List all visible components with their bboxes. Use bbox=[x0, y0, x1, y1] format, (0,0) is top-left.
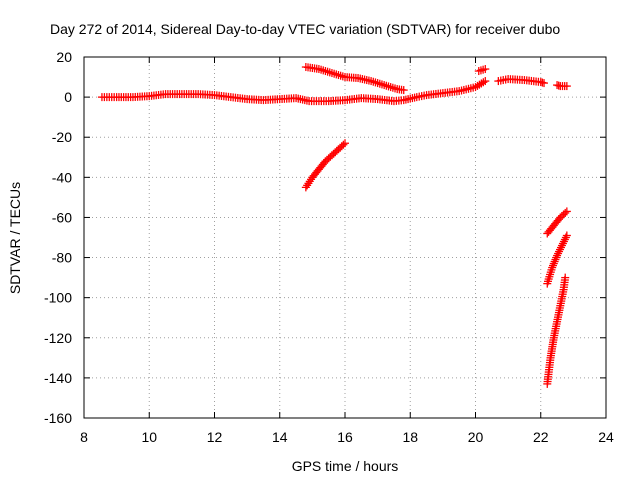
y-tick-label: -160 bbox=[44, 410, 72, 426]
y-tick-label: -60 bbox=[52, 209, 72, 225]
data-point bbox=[559, 237, 568, 246]
data-point bbox=[305, 177, 314, 186]
x-tick-label: 12 bbox=[207, 429, 223, 445]
data-point bbox=[562, 207, 571, 216]
x-tick-label: 20 bbox=[468, 429, 484, 445]
data-point bbox=[549, 259, 558, 268]
x-tick-label: 16 bbox=[337, 429, 353, 445]
x-tick-label: 8 bbox=[80, 429, 88, 445]
data-point bbox=[555, 247, 564, 256]
data-point bbox=[561, 273, 570, 282]
data-point bbox=[553, 251, 562, 260]
x-tick-label: 22 bbox=[533, 429, 549, 445]
data-point bbox=[552, 253, 561, 262]
y-axis-label: SDTVAR / TECUs bbox=[7, 182, 23, 294]
data-point bbox=[481, 77, 490, 86]
data-point bbox=[399, 86, 408, 95]
x-axis-label: GPS time / hours bbox=[292, 458, 399, 474]
data-point bbox=[339, 140, 348, 149]
axes: 8 10 12 14 16 18 20 22 24 -160 -140 -120 -100 -80 -60 -… bbox=[44, 49, 614, 445]
data-point bbox=[561, 208, 570, 217]
data-point bbox=[548, 263, 557, 272]
data-point bbox=[557, 241, 566, 250]
y-tick-label: -140 bbox=[44, 370, 72, 386]
data-point bbox=[540, 79, 549, 88]
data-point bbox=[551, 255, 560, 264]
y-tick-label: -80 bbox=[52, 250, 72, 266]
x-tick-label: 10 bbox=[141, 429, 157, 445]
data-point bbox=[303, 181, 312, 190]
y-tick-label: -20 bbox=[52, 129, 72, 145]
data-point bbox=[481, 65, 490, 74]
data-point bbox=[548, 261, 557, 270]
data-point bbox=[304, 179, 313, 188]
data-point bbox=[479, 78, 488, 87]
y-tick-label: -40 bbox=[52, 169, 72, 185]
data-point bbox=[561, 233, 570, 242]
data-point bbox=[560, 235, 569, 244]
y-tick-label: -120 bbox=[44, 330, 72, 346]
data-point bbox=[550, 257, 559, 266]
y-tick-label: -100 bbox=[44, 290, 72, 306]
chart-title: Day 272 of 2014, Sidereal Day-to-day VTE… bbox=[50, 21, 560, 37]
data-points bbox=[97, 63, 571, 388]
y-tick-label: 0 bbox=[64, 89, 72, 105]
grid-lines bbox=[84, 57, 606, 418]
data-point bbox=[554, 249, 563, 258]
x-tick-label: 18 bbox=[402, 429, 418, 445]
x-tick-label: 24 bbox=[598, 429, 614, 445]
data-point bbox=[341, 139, 349, 148]
data-point bbox=[301, 183, 310, 192]
data-point bbox=[555, 245, 564, 254]
data-point bbox=[562, 82, 571, 91]
x-tick-label: 14 bbox=[272, 429, 288, 445]
data-point bbox=[556, 243, 565, 252]
y-tick-label: 20 bbox=[56, 49, 72, 65]
data-point bbox=[558, 239, 567, 248]
data-point bbox=[562, 231, 571, 240]
